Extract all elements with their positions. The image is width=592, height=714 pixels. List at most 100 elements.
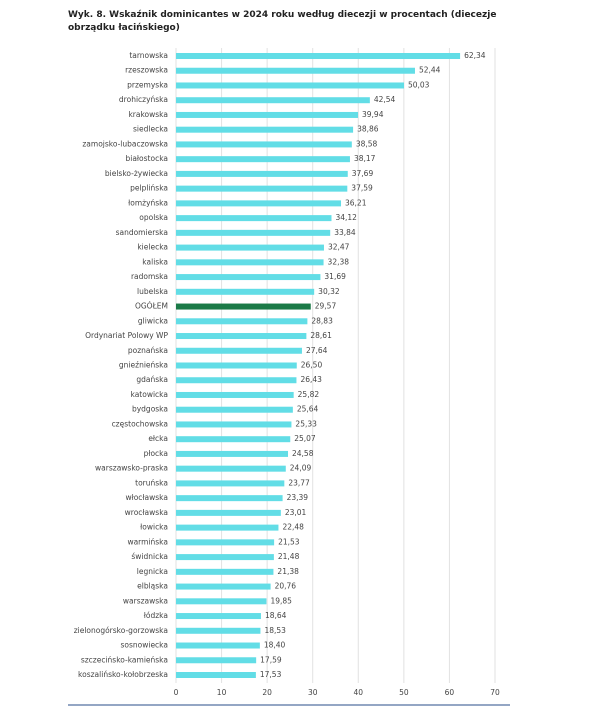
value-label: 18,64 — [265, 611, 287, 620]
value-label: 26,50 — [301, 361, 323, 370]
y-tick-label: poznańska — [128, 346, 168, 355]
y-tick-label: siedlecka — [133, 125, 168, 134]
y-tick-label: Ordynariat Polowy WP — [85, 331, 168, 340]
y-tick-label: łódzka — [144, 611, 168, 620]
y-tick-label: zamojsko-lubaczowska — [82, 139, 168, 148]
y-tick-label: OGÓŁEM — [135, 302, 168, 311]
y-tick-label: częstochowska — [112, 419, 168, 428]
value-label: 38,58 — [356, 139, 378, 148]
value-label: 21,48 — [278, 552, 300, 561]
y-tick-label: katowicka — [131, 390, 169, 399]
value-label: 33,84 — [334, 228, 356, 237]
value-label: 28,83 — [311, 316, 333, 325]
y-tick-label: gliwicka — [138, 316, 168, 325]
value-label: 31,69 — [324, 272, 346, 281]
bar — [176, 97, 370, 104]
y-tick-label: wrocławska — [125, 508, 168, 517]
y-tick-label: gnieźnieńska — [119, 361, 168, 370]
bar — [176, 436, 291, 443]
y-tick-label: bydgoska — [132, 405, 168, 414]
value-label: 25,64 — [297, 405, 319, 414]
value-label: 32,38 — [328, 257, 350, 266]
value-label: 18,40 — [264, 641, 286, 650]
bar — [176, 627, 261, 634]
bar — [176, 244, 324, 251]
value-label: 52,44 — [419, 66, 441, 75]
value-label: 62,34 — [464, 51, 486, 60]
bar — [176, 554, 274, 561]
value-label: 34,12 — [335, 213, 357, 222]
value-label: 37,59 — [351, 184, 373, 193]
bar — [176, 333, 307, 340]
bar — [176, 111, 359, 118]
value-label: 38,17 — [354, 154, 376, 163]
x-tick-label: 0 — [174, 688, 179, 697]
x-tick-label: 50 — [399, 688, 409, 697]
y-tick-label: kielecka — [137, 243, 168, 252]
bar — [176, 539, 275, 546]
bar — [176, 613, 261, 620]
y-tick-label: łomżyńska — [128, 198, 168, 207]
value-label: 29,57 — [315, 302, 337, 311]
bar — [176, 215, 332, 222]
x-tick-label: 70 — [490, 688, 500, 697]
value-label: 28,61 — [310, 331, 332, 340]
bar — [176, 259, 324, 266]
y-tick-label: przemyska — [127, 80, 168, 89]
y-tick-label: łowicka — [140, 523, 168, 532]
value-label: 21,38 — [277, 567, 299, 576]
x-tick-label: 60 — [445, 688, 455, 697]
x-tick-label: 20 — [262, 688, 272, 697]
y-tick-label: legnicka — [137, 567, 168, 576]
bar — [176, 480, 285, 487]
bar — [176, 509, 281, 516]
value-label: 26,43 — [300, 375, 322, 384]
bar — [176, 421, 292, 428]
value-label: 23,77 — [288, 478, 310, 487]
bar — [176, 288, 315, 295]
y-tick-label: bielsko-żywiecka — [105, 169, 168, 178]
y-tick-label: koszalińsko-kołobrzeska — [78, 670, 168, 679]
value-label: 22,48 — [282, 523, 304, 532]
bar — [176, 67, 415, 74]
y-tick-label: zielonogórsko-gorzowska — [74, 626, 168, 635]
bar — [176, 318, 308, 325]
bar — [176, 303, 311, 310]
y-tick-label: rzeszowska — [125, 66, 168, 75]
y-tick-label: płocka — [144, 449, 168, 458]
bar — [176, 82, 404, 89]
bar — [176, 377, 297, 384]
y-tick-label: sandomierska — [116, 228, 168, 237]
value-label: 23,01 — [285, 508, 307, 517]
value-label: 25,33 — [295, 419, 317, 428]
bar — [176, 657, 257, 664]
bar — [176, 200, 342, 207]
bar — [176, 170, 348, 177]
value-label: 21,53 — [278, 537, 300, 546]
chart-title: Wyk. 8. Wskaźnik dominicantes w 2024 rok… — [68, 10, 497, 33]
value-label: 20,76 — [275, 582, 297, 591]
value-label: 25,07 — [294, 434, 316, 443]
y-tick-label: radomska — [131, 272, 168, 281]
y-tick-label: świdnicka — [131, 552, 168, 561]
value-label: 36,21 — [345, 198, 367, 207]
bar — [176, 583, 271, 590]
bar — [176, 229, 331, 236]
bar — [176, 141, 352, 148]
value-label: 50,03 — [408, 80, 430, 89]
y-tick-label: warszawska — [123, 596, 168, 605]
bar — [176, 347, 302, 354]
value-label: 25,82 — [298, 390, 320, 399]
y-tick-label: szczecińsko-kamieńska — [81, 655, 168, 664]
value-label: 30,32 — [318, 287, 340, 296]
y-tick-label: elbląska — [137, 582, 168, 591]
value-label: 18,53 — [264, 626, 286, 635]
bar — [176, 391, 294, 398]
y-tick-label: opolska — [139, 213, 168, 222]
y-tick-label: pelplińska — [130, 184, 168, 193]
value-label: 42,54 — [374, 95, 396, 104]
y-tick-label: włocławska — [125, 493, 168, 502]
value-label: 23,39 — [287, 493, 309, 502]
